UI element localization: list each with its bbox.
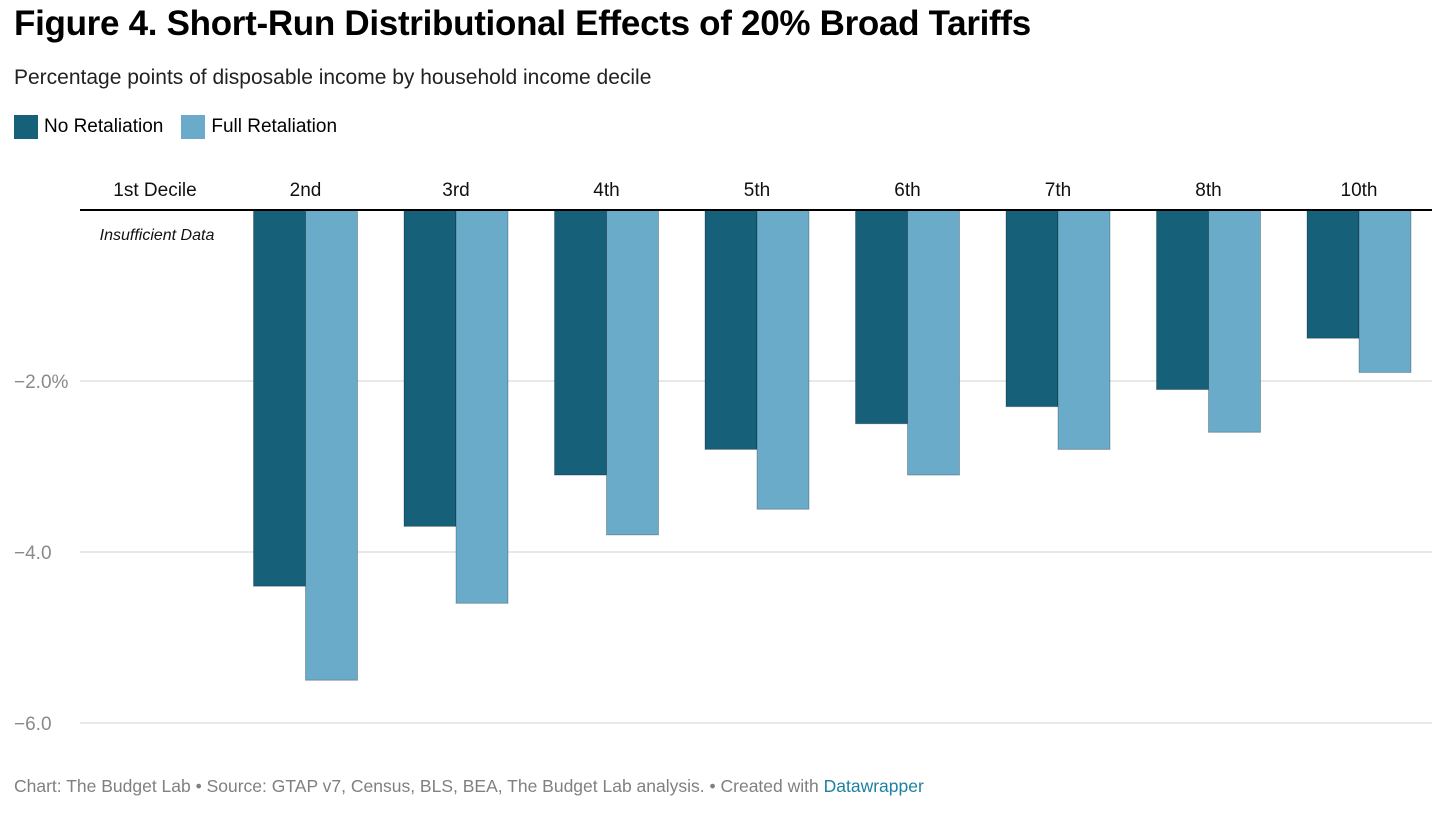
y-tick-label: −4.0 [14,543,52,564]
x-category-label: 4th [593,180,619,201]
bar-full-retaliation [1208,209,1261,433]
legend-label: No Retaliation [44,116,164,137]
bar-full-retaliation [1358,209,1412,373]
bar-full-retaliation [455,209,509,604]
bar-no-retaliation [855,209,908,425]
bar-full-retaliation [907,209,960,476]
datawrapper-link[interactable]: Datawrapper [823,776,924,796]
legend-swatch-no-retaliation [14,115,38,139]
legend-item-no-retaliation: No Retaliation [14,115,163,139]
x-category-label: 8th [1195,180,1221,201]
x-category-label: 5th [744,180,770,201]
bar-full-retaliation [606,209,659,536]
x-category-label: 2nd [290,180,322,201]
bar-no-retaliation [704,209,758,450]
x-category-label: 1st Decile [113,180,196,201]
bar-no-retaliation [403,209,457,527]
x-category-label: 10th [1341,180,1378,201]
chart-footer: Chart: The Budget Lab • Source: GTAP v7,… [14,776,924,797]
y-tick-label: −2.0% [14,372,69,393]
chart-subtitle: Percentage points of disposable income b… [14,66,652,89]
bar-no-retaliation [1306,209,1360,339]
legend-label: Full Retaliation [211,116,338,137]
footer-credit: Chart: The Budget Lab • Source: GTAP v7,… [14,776,824,796]
x-category-label: 6th [894,180,920,201]
bar-chart: −2.0% −4.0 −6.0 1st Decile 2nd 3rd 4th 5th 6th 7t… [14,180,1432,735]
chart-title: Figure 4. Short-Run Distributional Effec… [14,4,1031,43]
bar-no-retaliation [554,209,607,476]
x-category-label: 3rd [442,180,469,201]
x-category-label: 7th [1045,180,1071,201]
chart-legend: No Retaliation Full Retaliation [14,115,355,139]
bar-full-retaliation [756,209,810,510]
bar-no-retaliation [1156,209,1209,391]
legend-swatch-full-retaliation [181,115,206,139]
y-tick-label: −6.0 [14,714,52,735]
bar-no-retaliation [253,209,306,587]
bar-full-retaliation [1057,209,1111,450]
insufficient-data-annotation: Insufficient Data [100,227,215,244]
legend-item-full-retaliation: Full Retaliation [181,115,337,139]
bar-full-retaliation [305,209,358,681]
bar-no-retaliation [1005,209,1059,408]
